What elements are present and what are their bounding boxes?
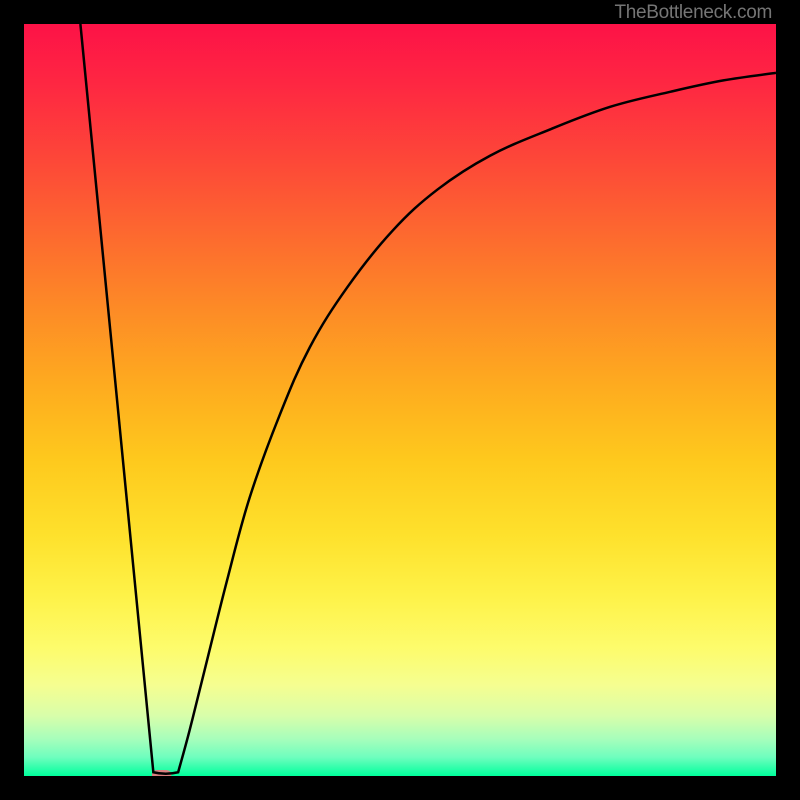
- watermark-label: TheBottleneck.com: [614, 2, 772, 24]
- gradient-background: [24, 24, 776, 776]
- chart-svg: [24, 24, 776, 776]
- bottleneck-chart: [24, 24, 776, 776]
